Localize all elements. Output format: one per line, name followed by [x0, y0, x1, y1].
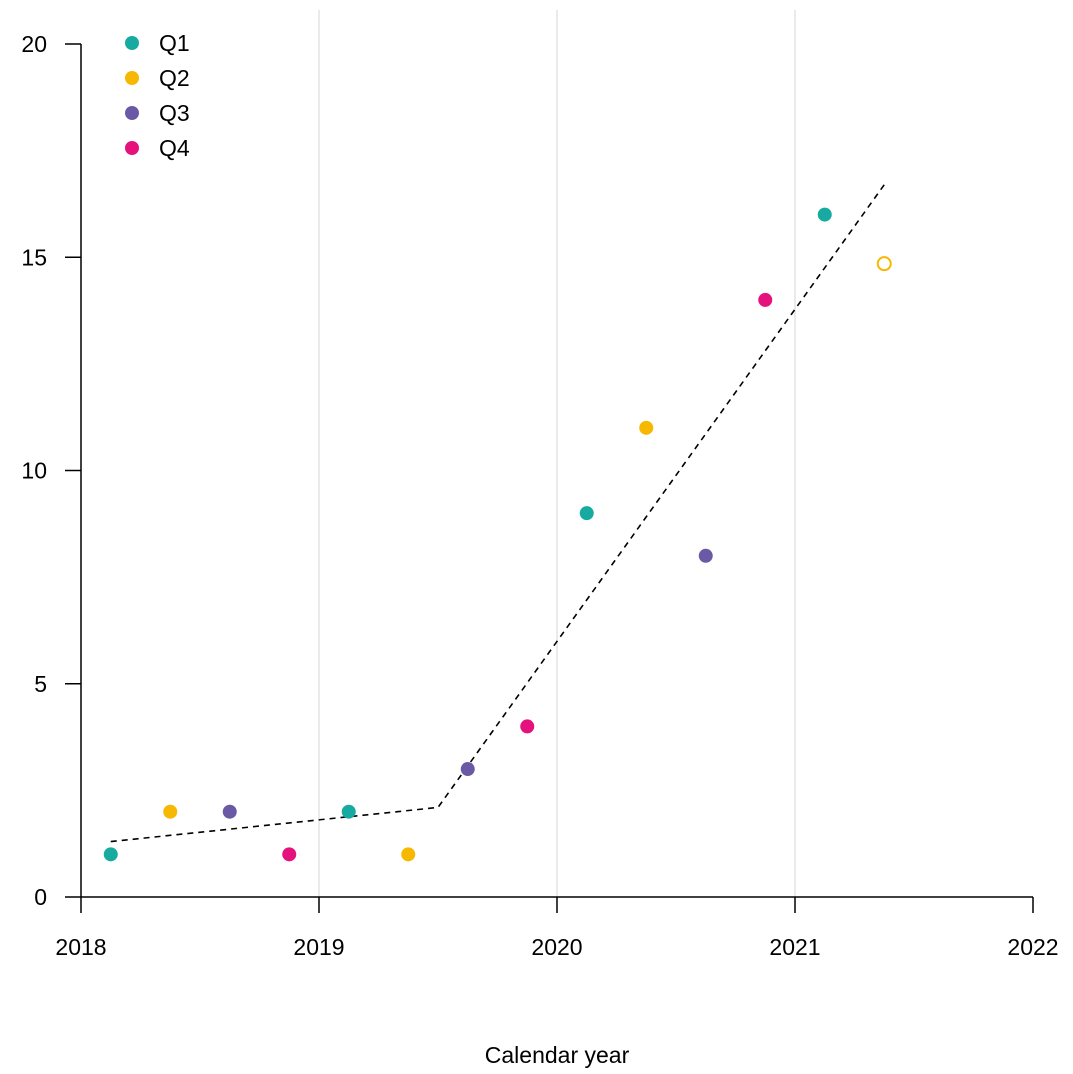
data-point-q1	[579, 506, 594, 521]
x-tick-label: 2022	[1007, 934, 1058, 960]
data-point-q2	[639, 420, 654, 435]
data-point-q2	[163, 804, 178, 819]
data-point-q4	[282, 847, 297, 862]
data-point-q2	[401, 847, 416, 862]
data-point-q4	[758, 292, 773, 307]
x-tick-label: 2018	[55, 934, 106, 960]
data-point-q3	[460, 762, 475, 777]
x-axis-title: Calendar year	[485, 1042, 630, 1068]
y-tick-label: 10	[21, 458, 47, 484]
y-tick-label: 20	[21, 31, 47, 57]
data-point-q3	[698, 548, 713, 563]
legend-label-q4: Q4	[159, 135, 190, 161]
data-point-q1	[341, 804, 356, 819]
y-tick-label: 5	[34, 671, 47, 697]
x-tick-label: 2020	[531, 934, 582, 960]
legend-label-q3: Q3	[159, 100, 190, 126]
x-tick-label: 2019	[293, 934, 344, 960]
legend-marker-q1	[125, 36, 139, 50]
legend-label-q1: Q1	[159, 30, 190, 56]
x-tick-label: 2021	[769, 934, 820, 960]
trend-layer	[110, 184, 885, 843]
y-tick-label: 0	[34, 884, 47, 910]
legend-marker-q2	[125, 71, 139, 85]
y-tick-label: 15	[21, 244, 47, 270]
data-point-q3	[222, 804, 237, 819]
data-point-q1	[817, 207, 832, 222]
points-layer	[103, 207, 892, 862]
axis-layer: 2018 2019 2020 2021 2022 0 5 10 15 20	[21, 31, 1058, 960]
trend-line	[110, 184, 885, 843]
data-point-q1	[103, 847, 118, 862]
grid-layer	[318, 10, 796, 897]
legend-marker-q3	[125, 106, 139, 120]
legend: Q1 Q2 Q3 Q4	[125, 30, 190, 161]
data-point-q4	[520, 719, 535, 734]
legend-label-q2: Q2	[159, 65, 190, 91]
data-point-q2	[876, 256, 892, 272]
legend-marker-q4	[125, 141, 139, 155]
